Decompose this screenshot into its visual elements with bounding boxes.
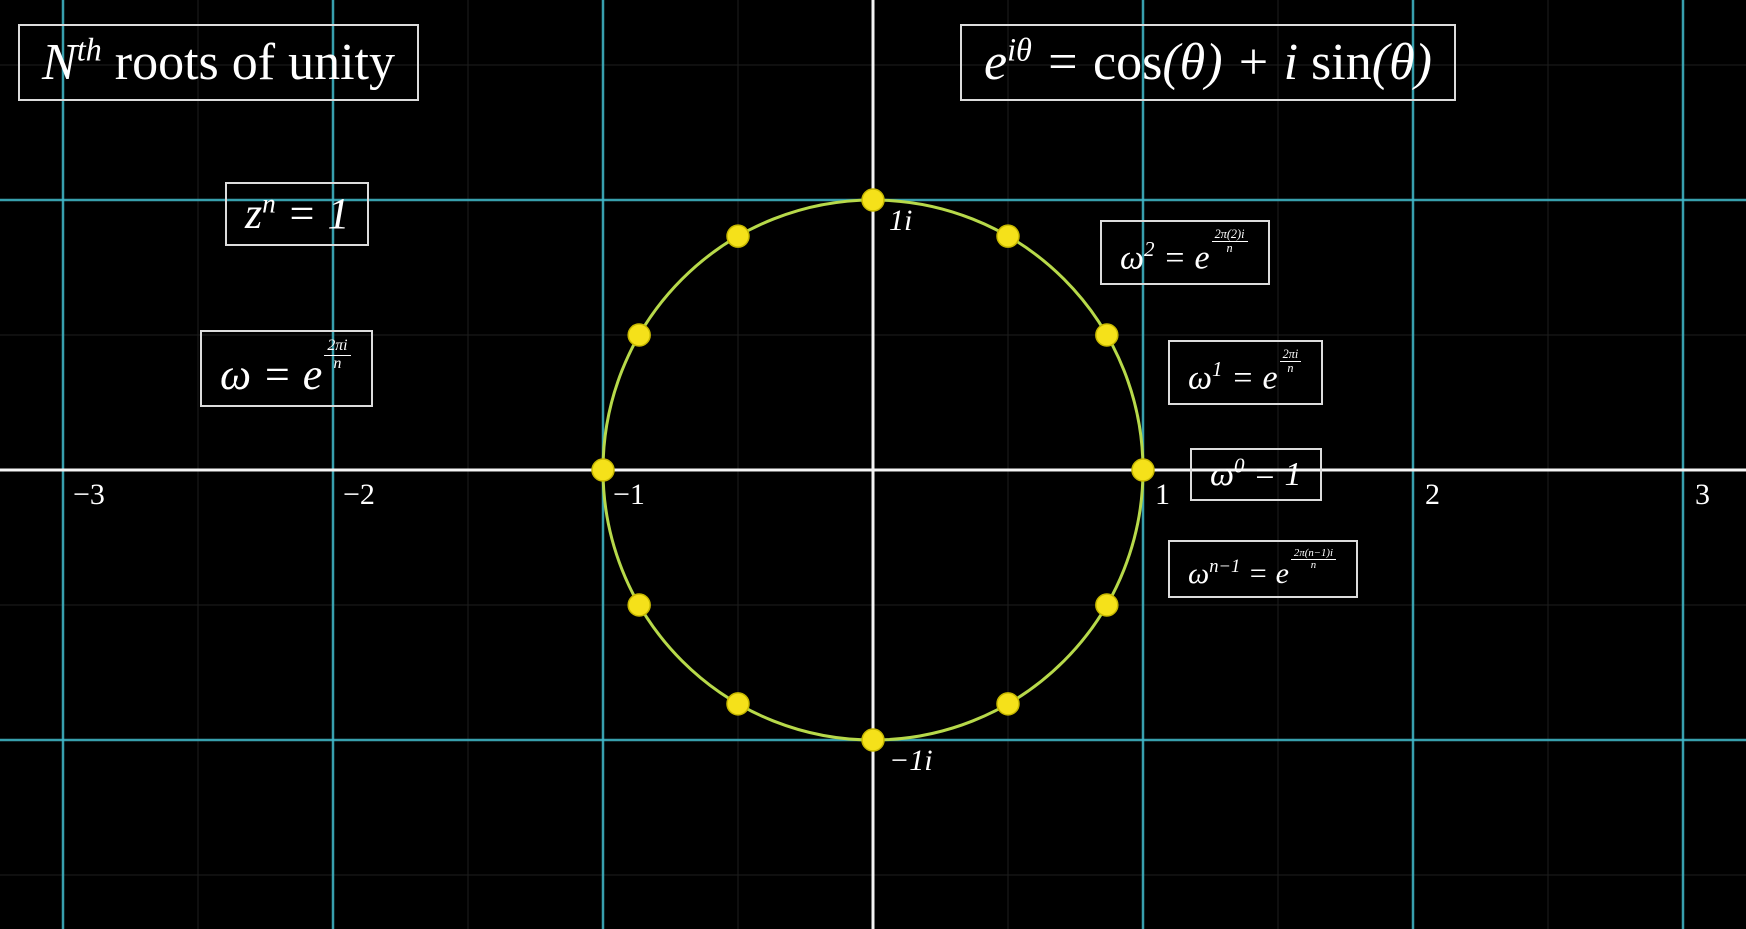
complex-plane-plot: −3 −2 −1 1 2 3 1i −1i <box>0 0 1746 929</box>
omega-1-label: ω1 = e2πin <box>1168 340 1323 405</box>
y-tick-label: −1i <box>889 744 933 777</box>
x-tick-label: 1 <box>1155 478 1170 511</box>
root-point <box>727 693 749 715</box>
x-tick-label: −1 <box>613 478 645 511</box>
root-point <box>997 693 1019 715</box>
omega-0-label: ω0 = 1 <box>1190 448 1322 501</box>
root-point <box>592 459 614 481</box>
y-tick-label: 1i <box>889 204 912 237</box>
root-point <box>1096 324 1118 346</box>
diagram-stage: −3 −2 −1 1 2 3 1i −1i Nth roots of unity eiθ = … <box>0 0 1746 929</box>
euler-formula: eiθ = cos(θ) + i sin(θ) <box>960 24 1456 101</box>
title-box: Nth roots of unity <box>18 24 419 101</box>
x-tick-label: −2 <box>343 478 375 511</box>
omega-n-1-label: ωn−1 = e2π(n−1)in <box>1168 540 1358 598</box>
root-point <box>1096 594 1118 616</box>
root-point <box>628 594 650 616</box>
root-point <box>1132 459 1154 481</box>
root-point <box>997 225 1019 247</box>
omega-2-label: ω2 = e2π(2)in <box>1100 220 1270 285</box>
axis-labels: −3 −2 −1 1 2 3 1i −1i <box>73 204 1710 777</box>
root-point <box>862 729 884 751</box>
x-tick-label: −3 <box>73 478 105 511</box>
zn-equation: zn = 1 <box>225 182 369 246</box>
root-point <box>862 189 884 211</box>
root-point <box>727 225 749 247</box>
omega-definition: ω = e2πin <box>200 330 373 407</box>
root-point <box>628 324 650 346</box>
x-tick-label: 3 <box>1695 478 1710 511</box>
x-tick-label: 2 <box>1425 478 1440 511</box>
